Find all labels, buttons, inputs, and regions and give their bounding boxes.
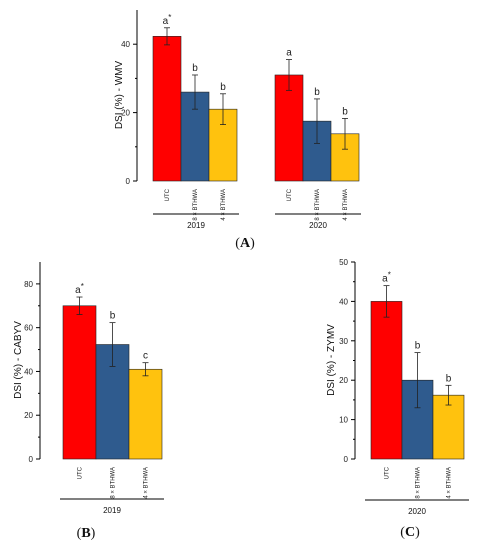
group-label: 2019 xyxy=(187,221,205,230)
significance-letter: b xyxy=(192,63,198,74)
x-category-label: UTC xyxy=(165,188,171,201)
y-tick-label: 0 xyxy=(344,455,349,464)
significance-letter: b xyxy=(446,373,452,384)
y-tick-label: 20 xyxy=(121,109,130,118)
y-tick-label: 0 xyxy=(126,177,131,186)
bar xyxy=(274,74,304,182)
significance-letter: b xyxy=(342,106,348,117)
x-category-label: 8 × BTHWA xyxy=(111,467,117,499)
group-label: 2019 xyxy=(103,506,121,515)
y-tick-label: 40 xyxy=(339,297,348,306)
bar xyxy=(180,91,210,182)
x-category-label: 8 × BTHWA xyxy=(193,189,199,221)
y-axis-label: DSI (%) - ZYMV xyxy=(326,324,337,396)
y-tick-label: 60 xyxy=(24,324,33,333)
panel-caption: (B) xyxy=(77,526,96,541)
x-category-label: 4 × BTHWA xyxy=(221,189,227,221)
chart-panel-a: 0 20 40 DSI (%) - WMV a* UTC b 8 × BTHWA b 4 × BT… xyxy=(114,10,361,251)
y-tick-label: 10 xyxy=(339,416,348,425)
y-tick-label: 0 xyxy=(29,455,34,464)
bar xyxy=(128,368,163,460)
x-category-label: 4 × BTHWA xyxy=(343,189,349,221)
y-tick-label: 20 xyxy=(339,376,348,385)
x-category-label: 8 × BTHWA xyxy=(416,467,422,499)
significance-letter: b xyxy=(415,341,421,352)
x-category-label: UTC xyxy=(385,466,391,479)
panel-caption: (A) xyxy=(235,236,255,251)
y-axis-label: DSI (%) - WMV xyxy=(114,61,125,130)
significance-letter: a* xyxy=(163,13,172,27)
x-category-label: 4 × BTHWA xyxy=(447,467,453,499)
bar xyxy=(62,305,97,460)
bar xyxy=(432,394,465,460)
x-category-label: UTC xyxy=(287,188,293,201)
significance-letter: b xyxy=(220,82,226,93)
panel-caption: (C) xyxy=(400,525,420,540)
significance-letter: a* xyxy=(382,271,391,285)
x-category-label: UTC xyxy=(78,466,84,479)
y-tick-label: 40 xyxy=(24,367,33,376)
significance-letter: a* xyxy=(75,282,84,296)
group-label: 2020 xyxy=(408,507,426,516)
chart-panel-b: 0 20 40 60 80 DSI (%) - CABYV a* UTC b 8 × BTHWA c… xyxy=(13,262,164,541)
y-tick-label: 30 xyxy=(339,337,348,346)
y-tick-label: 80 xyxy=(24,280,33,289)
significance-letter: a xyxy=(286,48,292,59)
group-label: 2020 xyxy=(309,221,327,230)
significance-letter: b xyxy=(314,87,320,98)
x-category-label: 4 × BTHWA xyxy=(144,467,150,499)
significance-letter: b xyxy=(110,311,116,322)
bar xyxy=(370,301,403,460)
y-axis-label: DSI (%) - CABYV xyxy=(13,321,24,399)
x-category-label: 8 × BTHWA xyxy=(315,189,321,221)
y-tick-label: 50 xyxy=(339,258,348,267)
y-tick-label: 20 xyxy=(24,411,33,420)
chart-panel-c: 0 10 20 30 40 50 DSI (%) - ZYMV a* UTC b 8 × BTHWA… xyxy=(326,258,469,540)
bar xyxy=(152,36,182,182)
y-tick-label: 40 xyxy=(121,40,130,49)
significance-letter: c xyxy=(143,351,148,362)
